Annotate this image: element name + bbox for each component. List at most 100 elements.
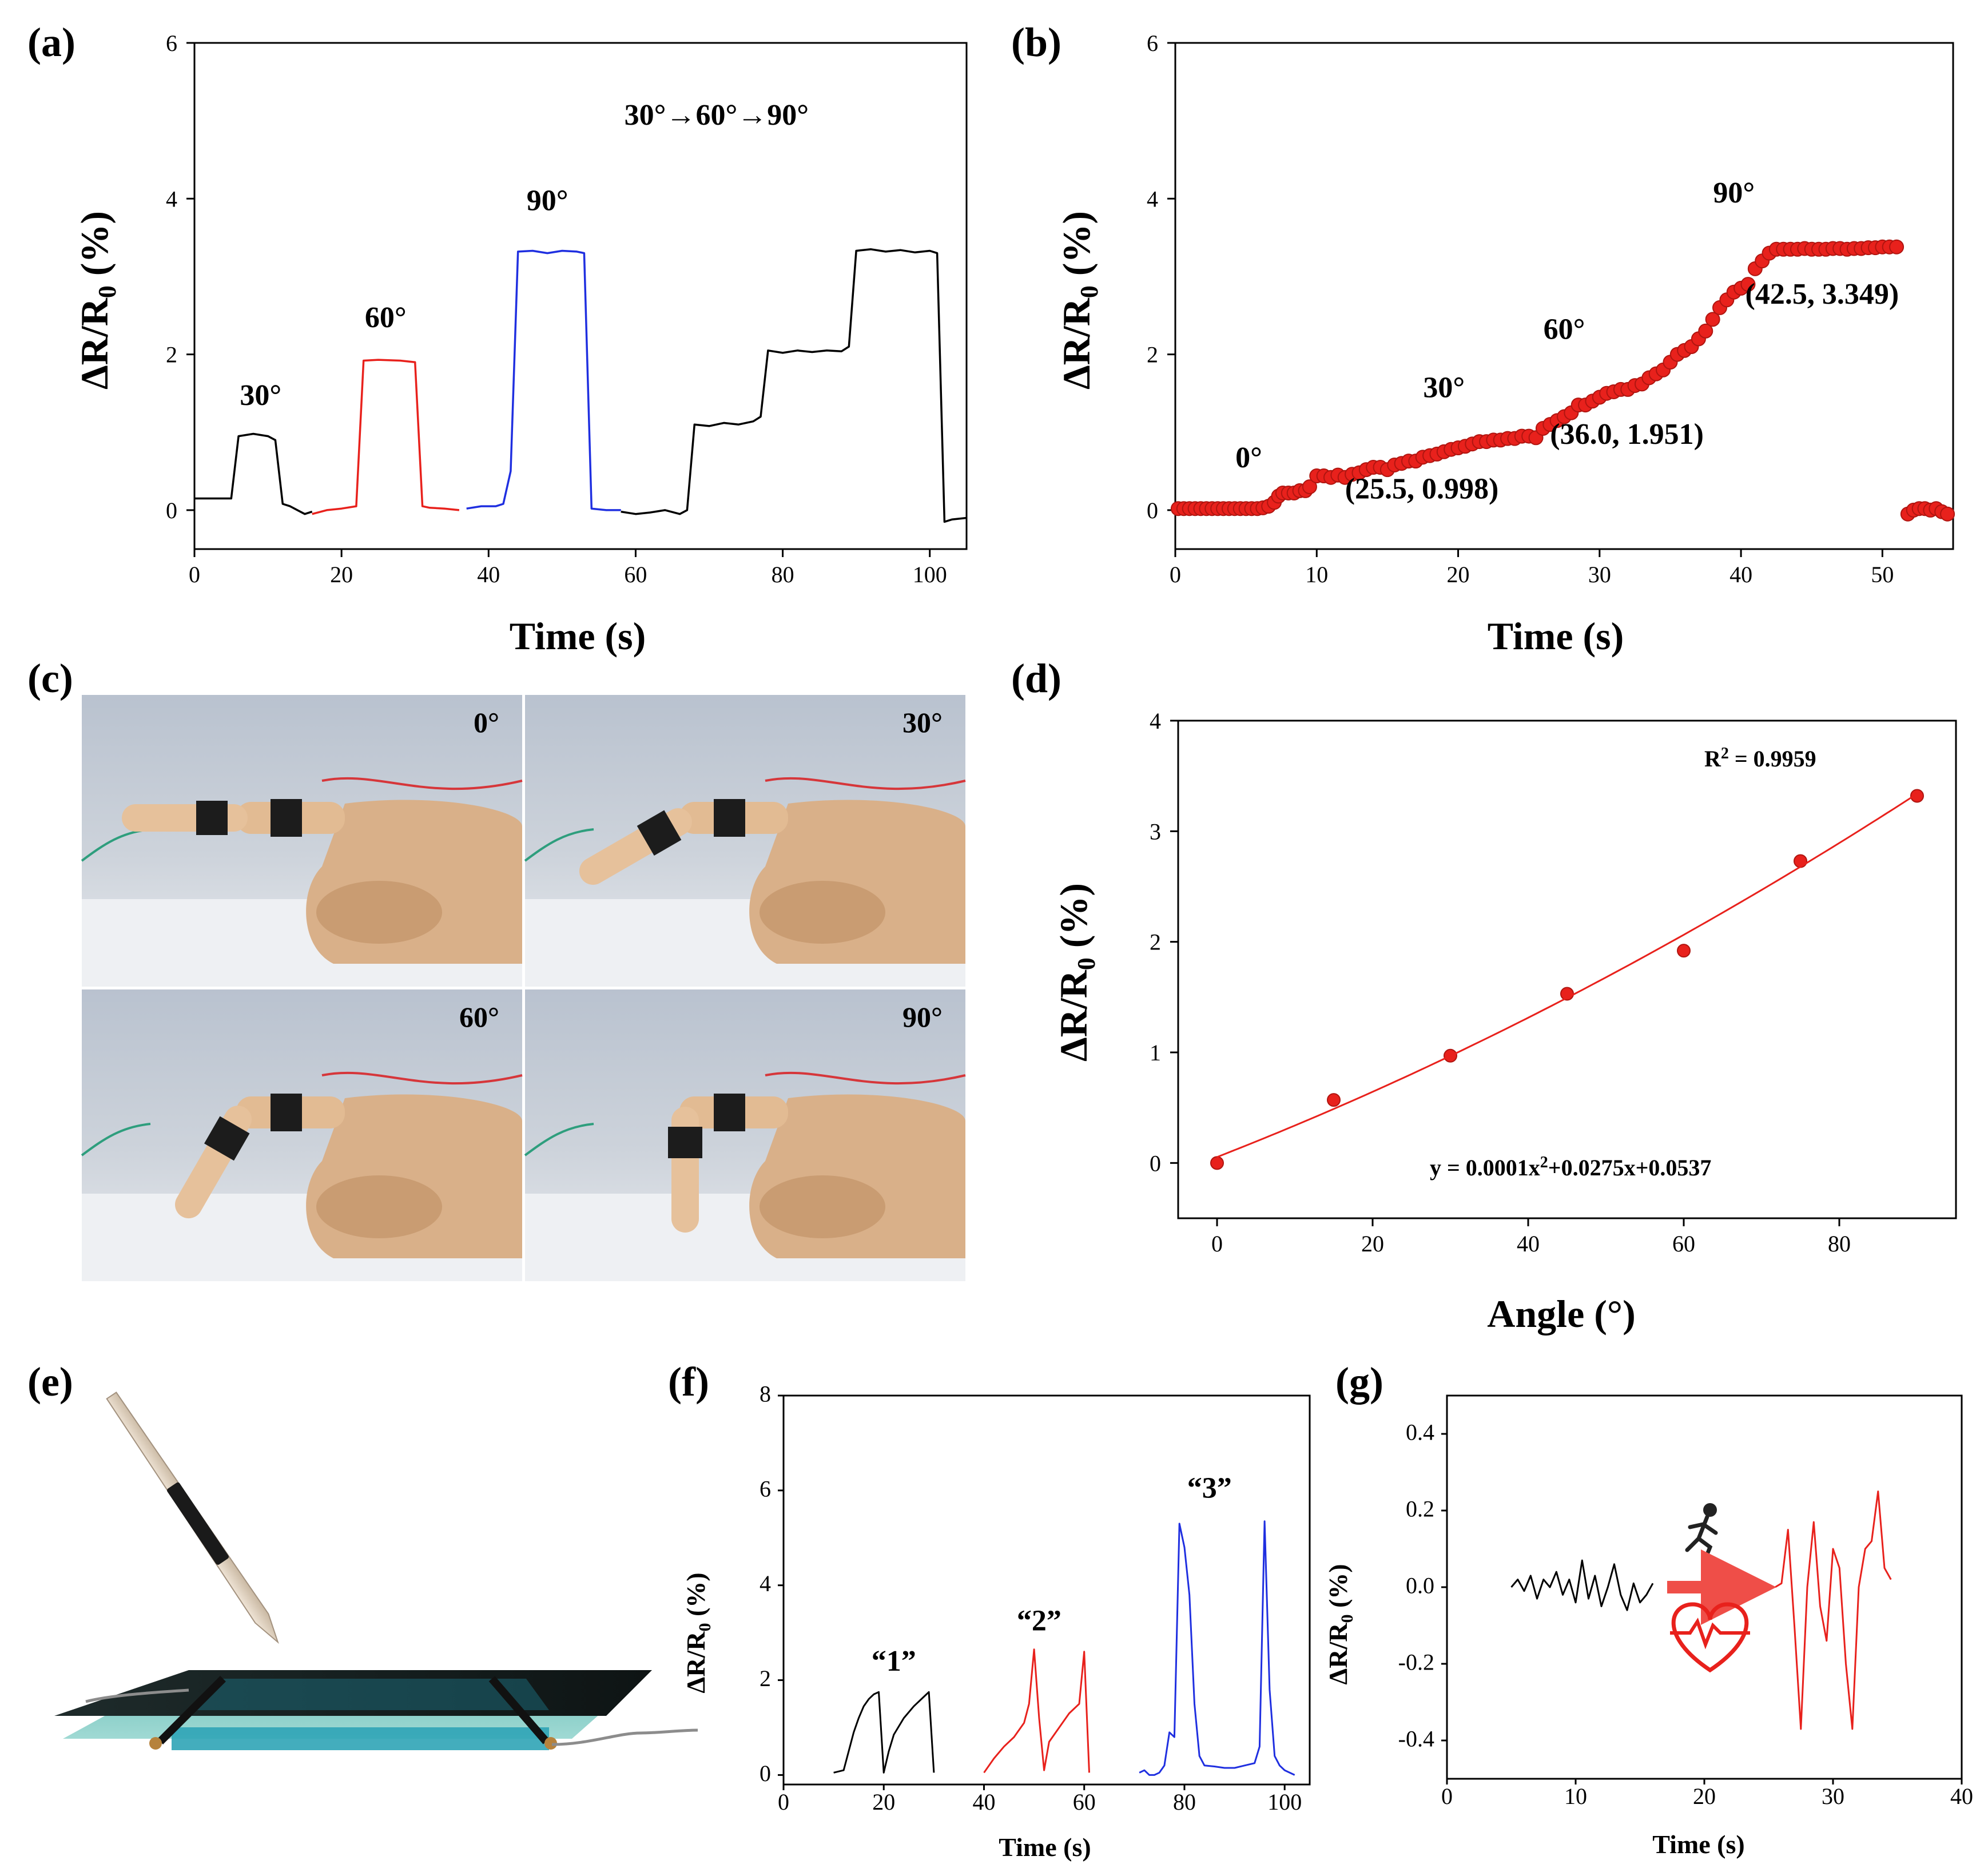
x-tick-label-g-4: 40 [1950, 1783, 1973, 1809]
finger-distal-shape-0 [122, 804, 248, 832]
photo-angle-label-0: 0° [474, 706, 499, 738]
y-tick-label-f-1: 2 [760, 1666, 771, 1691]
y-tick-label-g-2: 0.0 [1406, 1573, 1434, 1599]
series-line-f-1 [983, 1648, 1090, 1774]
y-axis-label-b-tail: (%) [1055, 211, 1098, 285]
y-tick-label-a-3: 6 [166, 30, 177, 56]
finger-distal-2 [175, 1106, 252, 1219]
plot-frame-b [1174, 42, 1954, 550]
series-line-f-2 [1139, 1520, 1295, 1776]
y-tick-label-g-0: -0.4 [1398, 1726, 1434, 1752]
hand-fingers-folded-2 [316, 1175, 442, 1238]
data-point-b-86 [1740, 277, 1756, 292]
y-tick-label-g-1: -0.2 [1398, 1650, 1434, 1675]
y-tick-label-b-3: 6 [1147, 30, 1158, 56]
y-axis-label-f-sub: 0 [695, 1623, 714, 1632]
runner-body [1685, 1515, 1718, 1564]
plot-frame-a [193, 42, 968, 550]
data-point-d-4 [1677, 944, 1691, 958]
y-axis-label-g-tail: (%) [1323, 1564, 1353, 1614]
panel-label-f: (f) [668, 1359, 709, 1405]
series-line-a-1 [312, 359, 460, 515]
plot-frame-d [1177, 720, 1957, 1219]
hand-fingers-folded-3 [760, 1175, 885, 1238]
series-line-a-3 [621, 248, 967, 523]
r-squared-value: = 0.9959 [1729, 746, 1816, 772]
y-tick-label-d-0: 0 [1150, 1150, 1161, 1176]
annotation-f-1: “2” [1017, 1604, 1061, 1637]
y-tick-label-f-0: 0 [760, 1760, 771, 1786]
panel-label-d: (d) [1011, 655, 1061, 701]
data-point-d-5 [1794, 854, 1807, 868]
y-axis-label-d-main: ΔR/R [1052, 969, 1095, 1062]
index-finger-0 [122, 799, 345, 837]
x-tick-label-b-5: 50 [1871, 562, 1894, 587]
photo-angle-label-1: 30° [902, 706, 943, 738]
y-tick-label-d-3: 3 [1150, 818, 1161, 844]
contact-right [544, 1737, 557, 1750]
x-tick-label-a-4: 80 [772, 562, 794, 587]
x-tick-label-f-0: 0 [778, 1789, 789, 1815]
r-squared-r: R [1704, 746, 1721, 772]
x-tick-label-a-3: 60 [624, 562, 647, 587]
sensor-band-distal-0 [196, 801, 228, 835]
x-tick-label-b-4: 40 [1729, 562, 1752, 587]
conductive-gel-layer [172, 1727, 549, 1750]
x-axis-label-g: Time (s) [1652, 1830, 1744, 1859]
index-finger-3 [668, 1094, 788, 1233]
x-tick-label-d-2: 40 [1517, 1231, 1540, 1257]
photo-angle-label-3: 90° [902, 1001, 943, 1033]
panel-c: (c) 0° 30° 60° 90° [27, 655, 966, 1281]
finger-photo-0: 0° [81, 695, 523, 987]
x-tick-label-b-3: 30 [1588, 562, 1611, 587]
fit-equation-head: y = 0.0001x [1430, 1155, 1540, 1181]
r-squared-label: R2 = 0.9959 [1704, 745, 1816, 772]
annotation-b-6: (42.5, 3.349) [1746, 278, 1899, 311]
y-tick-label-f-3: 6 [760, 1476, 771, 1501]
y-tick-label-g-3: 0.2 [1406, 1496, 1434, 1522]
series-line-g-1 [1775, 1491, 1892, 1730]
heartbeat-line [1670, 1617, 1750, 1650]
index-finger-1 [579, 799, 788, 885]
y-axis-label-a: ΔR/R0 (%) [73, 211, 121, 390]
annotation-b-4: (25.5, 0.998) [1345, 473, 1499, 506]
panel-label-g: (g) [1335, 1359, 1383, 1405]
y-tick-label-f-2: 4 [760, 1571, 771, 1596]
annotation-f-0: “1” [872, 1645, 916, 1678]
red-wire-3 [765, 1071, 966, 1085]
photo-angle-label-2: 60° [459, 1001, 499, 1033]
series-line-a-0 [194, 432, 313, 515]
x-tick-label-a-1: 20 [330, 562, 353, 587]
annotation-a-1: 60° [365, 301, 407, 334]
data-point-b-107 [1889, 239, 1904, 255]
panel-label-e: (e) [27, 1359, 73, 1405]
hand-fingers-folded-0 [316, 881, 442, 944]
sensor-band-proximal-3 [714, 1094, 745, 1131]
plot-frame-f [782, 1394, 1311, 1786]
x-tick-label-f-3: 60 [1073, 1789, 1096, 1815]
panel-label-a: (a) [27, 19, 75, 65]
annotation-f-2: “3” [1187, 1472, 1232, 1504]
y-axis-label-b: ΔR/R0 (%) [1055, 211, 1103, 390]
x-tick-label-g-1: 10 [1564, 1783, 1587, 1809]
data-point-d-0 [1210, 1156, 1224, 1170]
fit-equation-tail: +0.0275x+0.0537 [1548, 1155, 1712, 1181]
pen-grip [167, 1482, 229, 1565]
y-axis-label-f-tail: (%) [681, 1572, 710, 1623]
panel-label-c: (c) [27, 655, 73, 701]
r-squared-sup: 2 [1721, 745, 1729, 762]
y-tick-label-a-1: 2 [166, 342, 177, 368]
y-tick-label-b-1: 2 [1147, 342, 1158, 368]
x-tick-label-b-1: 10 [1305, 562, 1328, 587]
y-tick-label-g-4: 0.4 [1406, 1420, 1434, 1445]
touch-sensor-illustration [54, 1670, 698, 1750]
data-point-d-1 [1327, 1093, 1341, 1107]
x-tick-label-b-0: 0 [1170, 562, 1181, 587]
finger-distal-3 [668, 1107, 702, 1233]
runner-head [1703, 1503, 1717, 1517]
x-tick-label-a-2: 40 [477, 562, 500, 587]
y-axis-label-f: ΔR/R0 (%) [681, 1572, 714, 1693]
x-tick-label-g-3: 30 [1822, 1783, 1844, 1809]
